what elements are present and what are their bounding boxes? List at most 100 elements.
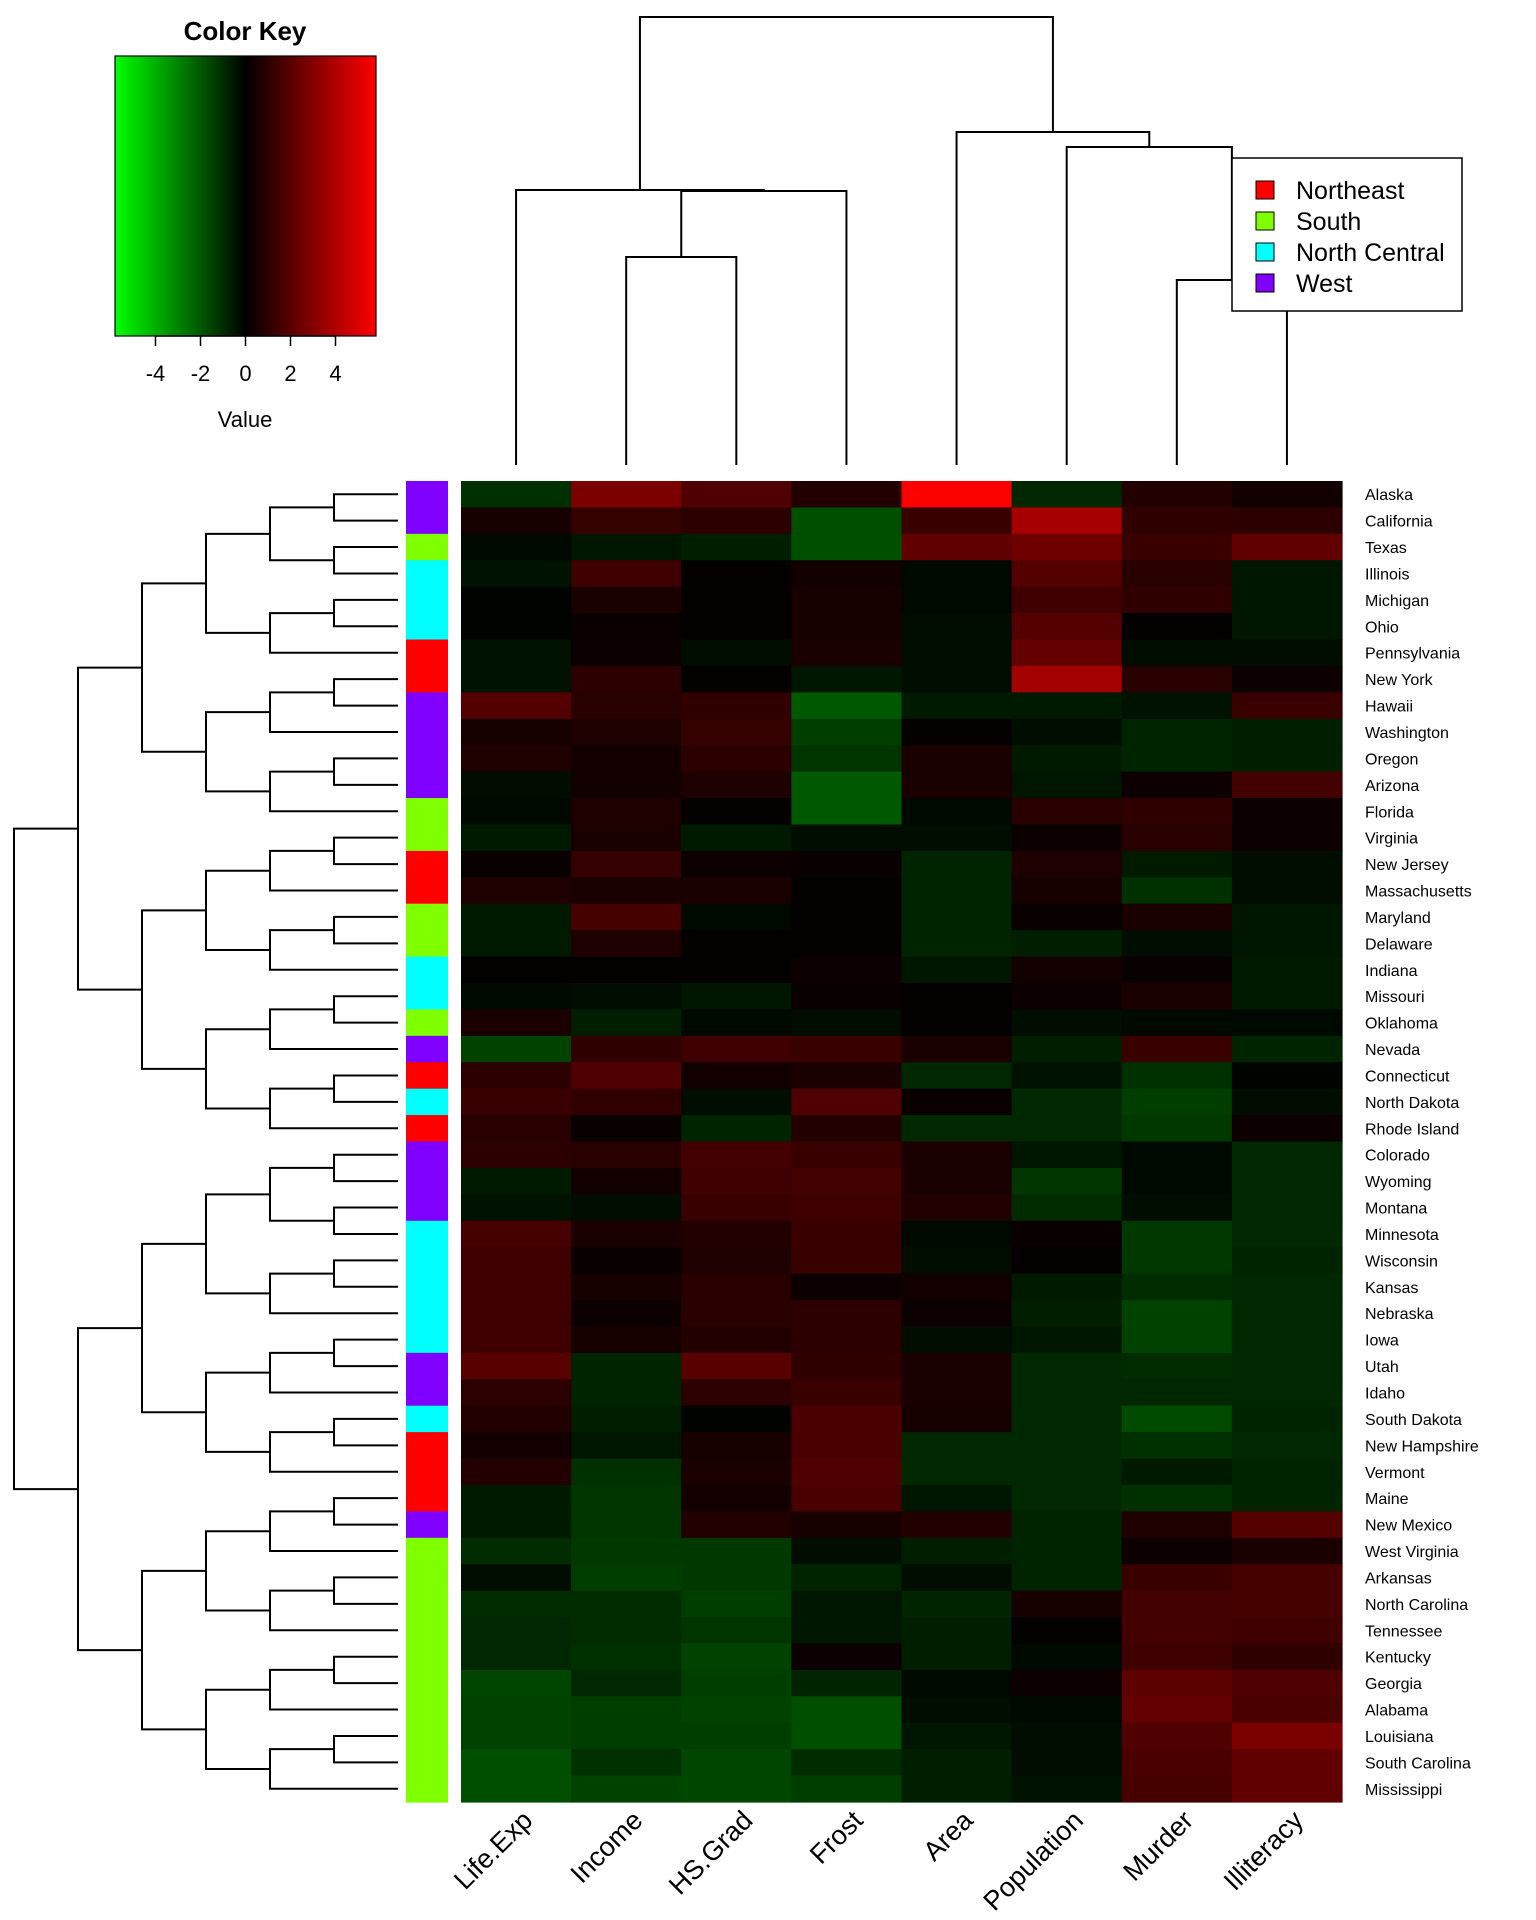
column-label: Population bbox=[977, 1805, 1088, 1916]
heatmap-cell bbox=[1121, 956, 1233, 984]
heatmap-cell bbox=[791, 533, 903, 561]
row-label: Illinois bbox=[1365, 566, 1409, 583]
dendrogram-branch bbox=[141, 909, 206, 1070]
row-label: Iowa bbox=[1365, 1333, 1399, 1350]
heatmap-cell bbox=[901, 1167, 1013, 1195]
heatmap-cell bbox=[681, 1511, 792, 1539]
heatmap-cell bbox=[901, 1405, 1013, 1433]
row-label: South Dakota bbox=[1365, 1412, 1462, 1429]
heatmap-cell bbox=[571, 1326, 682, 1354]
legend-label: Northeast bbox=[1296, 177, 1404, 205]
row-side-color bbox=[406, 1775, 448, 1803]
heatmap-cell bbox=[461, 639, 572, 667]
heatmap-cell bbox=[571, 1035, 682, 1063]
heatmap-cell bbox=[1121, 507, 1233, 535]
color-key-title: Color Key bbox=[184, 16, 307, 46]
heatmap-cell bbox=[1231, 533, 1343, 561]
dendrogram-branch bbox=[333, 1338, 398, 1368]
heatmap-cell bbox=[571, 1590, 682, 1618]
heatmap-cell bbox=[1231, 1326, 1343, 1354]
color-key-tick-label: 2 bbox=[284, 361, 296, 386]
color-key-tick-label: -2 bbox=[191, 361, 211, 386]
row-label: Pennsylvania bbox=[1365, 646, 1460, 663]
heatmap-cell bbox=[681, 586, 792, 614]
heatmap-cell bbox=[1011, 1564, 1123, 1592]
heatmap-cell bbox=[901, 1115, 1013, 1143]
row-dendrogram bbox=[13, 493, 398, 1790]
row-side-color bbox=[406, 1722, 448, 1750]
dendrogram-branch bbox=[680, 190, 848, 465]
heatmap-cell bbox=[1011, 877, 1123, 905]
heatmap-cell bbox=[681, 481, 792, 509]
heatmap-cell bbox=[461, 1220, 572, 1248]
heatmap-cell bbox=[1231, 1669, 1343, 1697]
row-side-color bbox=[406, 1669, 448, 1697]
heatmap-cell bbox=[1121, 1564, 1233, 1592]
heatmap-cell bbox=[901, 1484, 1013, 1512]
heatmap-cell bbox=[461, 1590, 572, 1618]
heatmap-cell bbox=[791, 824, 903, 852]
row-side-color bbox=[406, 982, 448, 1010]
heatmap-cell bbox=[791, 1669, 903, 1697]
dendrogram-branch bbox=[205, 1371, 270, 1453]
heatmap-cell bbox=[461, 1009, 572, 1037]
heatmap-cell bbox=[1011, 1590, 1123, 1618]
heatmap-cell bbox=[1231, 956, 1343, 984]
row-label: Tennessee bbox=[1365, 1623, 1442, 1640]
heatmap-cell bbox=[461, 903, 572, 931]
heatmap-cell bbox=[571, 798, 682, 826]
heatmap-cell bbox=[1121, 771, 1233, 799]
heatmap-cell bbox=[901, 956, 1013, 984]
heatmap-cell bbox=[1011, 824, 1123, 852]
heatmap-cell bbox=[1011, 1669, 1123, 1697]
heatmap-cell bbox=[1121, 1432, 1233, 1460]
heatmap-cell bbox=[571, 1564, 682, 1592]
heatmap-cell bbox=[1011, 982, 1123, 1010]
heatmap-cell bbox=[901, 507, 1013, 535]
heatmap-cell bbox=[1231, 1432, 1343, 1460]
heatmap-cell bbox=[681, 956, 792, 984]
heatmap-cell bbox=[571, 956, 682, 984]
heatmap-cell bbox=[901, 639, 1013, 667]
heatmap-cell bbox=[1231, 1194, 1343, 1222]
heatmap-cell bbox=[1231, 560, 1343, 588]
heatmap-cell bbox=[681, 1564, 792, 1592]
row-side-color bbox=[406, 1511, 448, 1539]
heatmap-cell bbox=[571, 1722, 682, 1750]
row-label: Idaho bbox=[1365, 1385, 1405, 1402]
heatmap-cell bbox=[1011, 1617, 1123, 1645]
heatmap-cell bbox=[681, 1458, 792, 1486]
row-label: Utah bbox=[1365, 1359, 1399, 1376]
heatmap-cell bbox=[1121, 1009, 1233, 1037]
row-side-color bbox=[406, 1590, 448, 1618]
heatmap-cell bbox=[1121, 1405, 1233, 1433]
heatmap-cell bbox=[681, 639, 792, 667]
row-label: Minnesota bbox=[1365, 1227, 1439, 1244]
heatmap-cell bbox=[1121, 877, 1233, 905]
dendrogram-branch bbox=[515, 189, 765, 465]
heatmap-cell bbox=[1011, 1432, 1123, 1460]
heatmap-cell bbox=[1231, 1379, 1343, 1407]
row-side-color bbox=[406, 1035, 448, 1063]
heatmap-cell bbox=[461, 1405, 572, 1433]
row-side-color bbox=[406, 1537, 448, 1565]
heatmap-cell bbox=[1231, 1247, 1343, 1275]
heatmap-cell bbox=[791, 639, 903, 667]
row-label: Kansas bbox=[1365, 1280, 1418, 1297]
heatmap-cell bbox=[1231, 1405, 1343, 1433]
heatmap-cell bbox=[1231, 692, 1343, 720]
heatmap-cell bbox=[1011, 956, 1123, 984]
heatmap-cell bbox=[1121, 586, 1233, 614]
heatmap-cell bbox=[791, 771, 903, 799]
heatmap-cell bbox=[461, 1326, 572, 1354]
heatmap-cell bbox=[1011, 1194, 1123, 1222]
heatmap-cell bbox=[681, 1432, 792, 1460]
dendrogram-branch bbox=[955, 131, 1151, 465]
heatmap-cell bbox=[1121, 1220, 1233, 1248]
row-side-color bbox=[406, 533, 448, 561]
legend-swatch bbox=[1255, 211, 1275, 231]
row-label: New Hampshire bbox=[1365, 1438, 1479, 1455]
row-side-color bbox=[406, 1009, 448, 1037]
heatmap-cell bbox=[681, 507, 792, 535]
heatmap-cell bbox=[681, 1326, 792, 1354]
